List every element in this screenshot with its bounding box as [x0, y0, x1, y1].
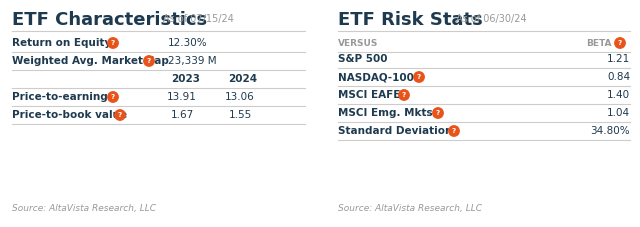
Text: MSCI EAFE: MSCI EAFE: [338, 90, 401, 100]
Text: Source: AltaVista Research, LLC: Source: AltaVista Research, LLC: [338, 205, 482, 214]
Text: ?: ?: [436, 110, 440, 116]
Text: Source: AltaVista Research, LLC: Source: AltaVista Research, LLC: [12, 205, 156, 214]
Text: Price-to-book value: Price-to-book value: [12, 110, 127, 120]
Text: ?: ?: [111, 94, 115, 100]
Text: ?: ?: [118, 112, 122, 118]
Circle shape: [433, 108, 443, 118]
Circle shape: [115, 110, 125, 120]
Text: 2024: 2024: [228, 74, 257, 84]
Circle shape: [615, 38, 625, 48]
Text: As of 06/30/24: As of 06/30/24: [456, 14, 527, 24]
Text: 1.04: 1.04: [607, 108, 630, 118]
Text: ETF Risk Stats: ETF Risk Stats: [338, 11, 483, 29]
Text: 1.55: 1.55: [228, 110, 252, 120]
Circle shape: [399, 90, 409, 100]
Text: ?: ?: [402, 92, 406, 98]
Text: 1.40: 1.40: [607, 90, 630, 100]
Text: 13.06: 13.06: [225, 92, 255, 102]
Text: Weighted Avg. Market Cap: Weighted Avg. Market Cap: [12, 56, 169, 66]
Text: Standard Deviation: Standard Deviation: [338, 126, 452, 136]
Text: MSCI Emg. Mkts: MSCI Emg. Mkts: [338, 108, 433, 118]
Text: ?: ?: [111, 40, 115, 46]
Text: NASDAQ-100: NASDAQ-100: [338, 72, 414, 82]
Text: 12.30%: 12.30%: [168, 38, 207, 48]
Circle shape: [108, 38, 118, 48]
Text: ?: ?: [147, 58, 151, 64]
Text: ?: ?: [417, 74, 421, 80]
Circle shape: [449, 126, 460, 136]
Text: BETA: BETA: [586, 39, 612, 47]
Text: 34.80%: 34.80%: [590, 126, 630, 136]
Text: 1.67: 1.67: [170, 110, 194, 120]
Text: 2023: 2023: [172, 74, 200, 84]
Circle shape: [414, 72, 424, 82]
Text: Return on Equity: Return on Equity: [12, 38, 111, 48]
Text: ?: ?: [452, 128, 456, 134]
Text: 0.84: 0.84: [607, 72, 630, 82]
Text: As of 07/15/24: As of 07/15/24: [163, 14, 234, 24]
Text: ?: ?: [618, 40, 622, 46]
Circle shape: [144, 56, 154, 66]
Circle shape: [108, 92, 118, 102]
Text: ETF Characteristics: ETF Characteristics: [12, 11, 207, 29]
Text: 13.91: 13.91: [167, 92, 197, 102]
Text: 23,339 M: 23,339 M: [168, 56, 216, 66]
Text: VERSUS: VERSUS: [338, 39, 378, 47]
Text: S&P 500: S&P 500: [338, 54, 387, 64]
Text: 1.21: 1.21: [607, 54, 630, 64]
Text: Price-to-earnings: Price-to-earnings: [12, 92, 114, 102]
